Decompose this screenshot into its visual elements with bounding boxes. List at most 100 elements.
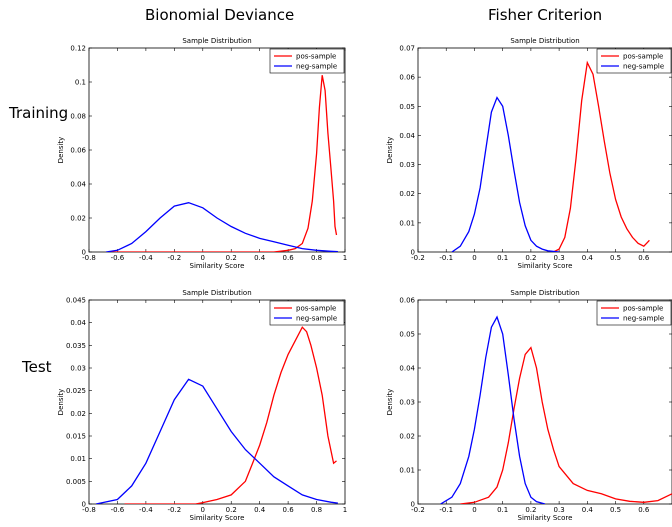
y-tick-label: 0 xyxy=(82,249,86,257)
y-tick-label: 0.12 xyxy=(70,45,86,53)
y-tick-label: 0.015 xyxy=(66,433,86,441)
x-tick-label: 0.2 xyxy=(525,254,536,262)
x-tick-label: 0.5 xyxy=(610,506,621,514)
legend-label-neg-sample: neg-sample xyxy=(623,63,664,71)
legend-binomial-training: pos-sample neg-sample xyxy=(269,48,345,74)
y-axis-label-binomial-training: Density xyxy=(57,137,65,164)
y-tick-label: 0.01 xyxy=(399,219,415,227)
y-tick-label: 0.05 xyxy=(399,331,415,339)
panel-binomial-training: Sample Distribution -0.8 -0.6 -0.4 -0.2 0 0.2 0… xyxy=(57,37,347,270)
y-tick-label: 0.08 xyxy=(70,113,86,121)
series-line-neg-sample-fisher-training xyxy=(451,96,560,252)
y-tick-label: 0.03 xyxy=(70,365,86,373)
x-tick-label: 0.3 xyxy=(554,254,565,262)
legend-box xyxy=(269,300,345,326)
x-tick-label: 0.1 xyxy=(497,254,508,262)
x-tick-label: -0.2 xyxy=(167,254,181,262)
x-tick-label: 0.8 xyxy=(311,254,322,262)
legend-label-neg-sample: neg-sample xyxy=(623,315,664,323)
y-tick-label: 0.04 xyxy=(70,319,86,327)
x-tick-label: 0.6 xyxy=(638,506,650,514)
x-tick-label: 0 xyxy=(201,506,205,514)
y-axis-label-fisher-training: Density xyxy=(386,137,394,164)
y-tick-label: 0.02 xyxy=(399,190,415,198)
y-tick-label: 0.04 xyxy=(399,132,415,140)
x-axis-label-binomial-training: Similarity Score xyxy=(190,262,245,270)
x-tick-label: 0.4 xyxy=(254,254,266,262)
x-tick-label: 1 xyxy=(343,506,347,514)
chart-title-fisher-training: Sample Distribution xyxy=(510,37,579,45)
series-line-pos-sample-fisher-test xyxy=(460,346,672,504)
x-tick-label: 0.4 xyxy=(254,506,266,514)
x-tick-label: -0.1 xyxy=(439,506,453,514)
x-axis-label-binomial-test: Similarity Score xyxy=(190,514,245,522)
y-tick-label: 0.03 xyxy=(399,399,415,407)
y-tick-label: 0.1 xyxy=(75,79,86,87)
x-tick-label: 0.1 xyxy=(497,506,508,514)
x-tick-label: -0.1 xyxy=(439,254,453,262)
legend-box xyxy=(596,48,672,74)
x-tick-label: -0.2 xyxy=(167,506,181,514)
y-axis-label-binomial-test: Density xyxy=(57,389,65,416)
plot-area-binomial-training xyxy=(88,47,346,253)
legend-label-pos-sample: pos-sample xyxy=(296,53,336,61)
y-tick-label: 0.06 xyxy=(70,147,86,155)
x-tick-label: 1 xyxy=(343,254,347,262)
legend-label-pos-sample: pos-sample xyxy=(623,305,663,313)
x-tick-label: 0.2 xyxy=(226,506,237,514)
x-tick-label: 0.8 xyxy=(311,506,322,514)
y-tick-label: 0.045 xyxy=(66,297,86,305)
y-tick-label: 0.07 xyxy=(399,45,415,53)
x-tick-label: 0.6 xyxy=(638,254,650,262)
x-tick-label: 0 xyxy=(472,506,476,514)
y-tick-label: 0.03 xyxy=(399,161,415,169)
x-tick-label: 0.2 xyxy=(226,254,237,262)
panel-fisher-test: Sample Distribution -0.2 -0.1 0 0.1 0.2 0.3 0.4… xyxy=(386,289,672,522)
legend-fisher-training: pos-sample neg-sample xyxy=(596,48,672,74)
x-tick-label: -0.8 xyxy=(82,506,96,514)
plot-area-binomial-test xyxy=(88,299,346,505)
legend-box xyxy=(269,48,345,74)
y-tick-label: 0.04 xyxy=(399,365,415,373)
series-line-neg-sample-binomial-training xyxy=(106,202,338,252)
chart-title-binomial-test: Sample Distribution xyxy=(182,289,251,297)
y-tick-label: 0.035 xyxy=(66,342,86,350)
plot-area-fisher-training xyxy=(417,47,672,253)
y-tick-label: 0.05 xyxy=(399,103,415,111)
legend-box xyxy=(596,300,672,326)
x-tick-label: -0.6 xyxy=(111,506,125,514)
legend-fisher-test: pos-sample neg-sample xyxy=(596,300,672,326)
x-tick-label: -0.6 xyxy=(111,254,125,262)
series-line-neg-sample-binomial-test xyxy=(95,378,338,504)
chart-title-fisher-test: Sample Distribution xyxy=(510,289,579,297)
series-line-neg-sample-fisher-test xyxy=(440,315,546,504)
x-tick-label: -0.2 xyxy=(411,506,425,514)
x-tick-label: 0.4 xyxy=(582,506,594,514)
y-tick-label: 0 xyxy=(411,249,415,257)
y-tick-label: 0.02 xyxy=(70,410,86,418)
row-title-training: Training xyxy=(9,104,69,122)
x-tick-label: -0.8 xyxy=(82,254,96,262)
y-tick-label: 0.01 xyxy=(70,455,86,463)
series-line-pos-sample-binomial-test xyxy=(124,326,337,504)
y-tick-label: 0.005 xyxy=(66,478,86,486)
y-tick-label: 0.06 xyxy=(399,74,415,82)
panel-fisher-training: Sample Distribution -0.2 -0.1 0 0.1 0.2 0.3 0.4… xyxy=(386,37,672,270)
x-axis-label-fisher-test: Similarity Score xyxy=(518,514,573,522)
x-tick-label: 0 xyxy=(201,254,205,262)
x-tick-label: 0.4 xyxy=(582,254,594,262)
series-line-pos-sample-binomial-training xyxy=(110,75,338,252)
x-tick-label: 0.6 xyxy=(283,506,295,514)
y-tick-label: 0 xyxy=(411,501,415,509)
legend-label-pos-sample: pos-sample xyxy=(296,305,336,313)
y-axis-label-fisher-test: Density xyxy=(386,389,394,416)
x-tick-label: 0 xyxy=(472,254,476,262)
chart-title-binomial-training: Sample Distribution xyxy=(182,37,251,45)
y-tick-label: 0.02 xyxy=(70,215,86,223)
y-tick-label: 0.02 xyxy=(399,433,415,441)
x-tick-label: -0.2 xyxy=(411,254,425,262)
x-tick-label: 0.5 xyxy=(610,254,621,262)
plot-area-fisher-test xyxy=(417,299,672,505)
x-tick-label: 0.3 xyxy=(554,506,565,514)
